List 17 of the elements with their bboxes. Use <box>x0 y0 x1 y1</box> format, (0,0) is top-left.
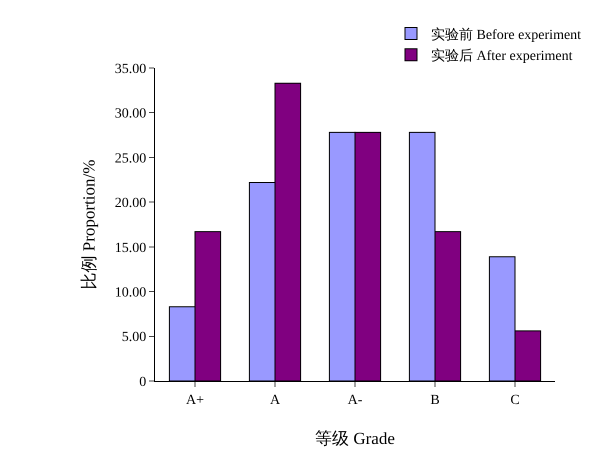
x-tick-label: A- <box>348 392 363 408</box>
x-axis-title: 等级 Grade <box>315 429 395 448</box>
y-tick-label: 25.00 <box>114 151 146 166</box>
y-axis-title: 比例 Proportion/% <box>79 160 98 290</box>
y-tick-label: 0 <box>139 374 146 390</box>
x-tick-label: A+ <box>186 392 204 408</box>
y-tick-label: 30.00 <box>114 106 146 122</box>
y-tick-label: 15.00 <box>114 240 146 256</box>
y-tick-label: 20.00 <box>114 196 146 212</box>
x-tick-label: C <box>510 392 520 408</box>
x-tick-label: B <box>430 392 440 408</box>
x-tick-label: A <box>270 392 281 408</box>
y-tick-label: 5.00 <box>122 330 146 346</box>
legend-label: 实验前 Before experiment <box>431 26 582 43</box>
y-tick-label: 10.00 <box>114 285 146 300</box>
y-tick-label: 35.00 <box>114 62 146 77</box>
legend-label: 实验后 After experiment <box>431 48 573 64</box>
